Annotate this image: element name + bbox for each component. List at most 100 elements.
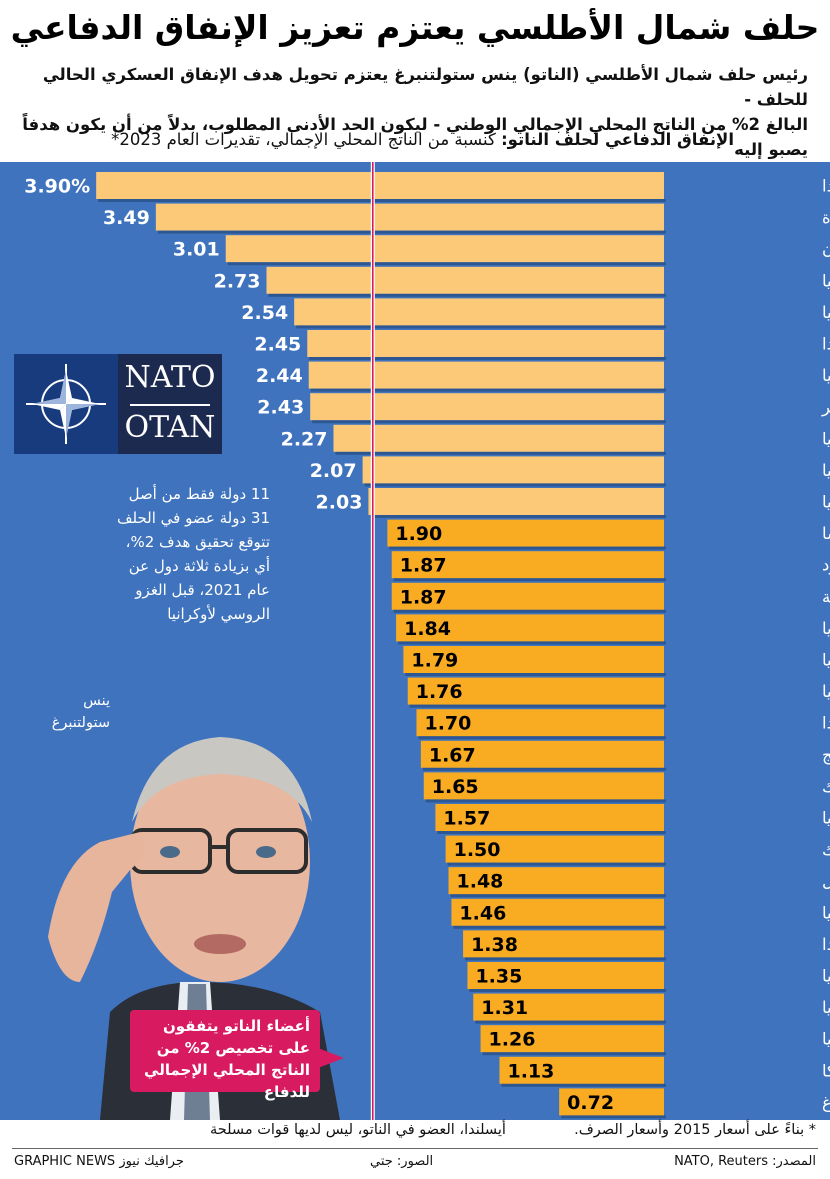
portrait-label: ينس ستولتنبرغ — [51, 693, 110, 731]
bar-shadow-7 — [312, 420, 666, 424]
value-label-28: 1.13 — [507, 1060, 554, 1082]
value-label-29: 0.72 — [567, 1092, 614, 1114]
category-label-9: بريطانيا — [822, 461, 830, 481]
value-label-20: 1.57 — [443, 808, 490, 830]
bar-27 — [480, 1025, 664, 1053]
category-label-1: الولايات المتحدة — [822, 208, 830, 228]
chart-panel: بولندا 3.90% الولايات المتحدة 3.49 اليونان 3.… — [0, 162, 830, 1120]
bar-shadow-5 — [309, 357, 666, 360]
target-note: 11 دولة فقط من أصل 31 دولة عضو في الحلف … — [117, 485, 270, 623]
footer: * بناءً على أسعار 2015 وأسعار الصرف. أيس… — [0, 1120, 830, 1179]
value-label-3: 2.73 — [214, 270, 261, 292]
value-label-0: 3.90% — [24, 176, 90, 198]
category-label-29: لوكسمبورغ — [822, 1093, 830, 1113]
bar-shadow-8 — [335, 451, 666, 455]
value-label-24: 1.38 — [471, 934, 518, 956]
subtitle: رئيس حلف شمال الأطلسي (الناتو) ينس ستولت… — [22, 62, 808, 162]
chart-label-bold: الإنفاق الدفاعي لحلف الناتو: — [501, 130, 734, 149]
bar-shadow-19 — [425, 799, 666, 803]
value-label-12: 1.87 — [400, 555, 447, 577]
bar-20 — [435, 804, 664, 831]
bar-shadow-4 — [296, 325, 666, 329]
bar-11 — [387, 519, 664, 547]
category-label-3: إستونيا — [822, 271, 830, 291]
bar-4 — [294, 298, 664, 326]
bar-shadow-16 — [409, 704, 666, 708]
bar-shadow-21 — [447, 862, 666, 866]
footer-divider — [12, 1148, 818, 1149]
value-label-6: 2.44 — [256, 365, 303, 387]
bar-15 — [403, 646, 664, 673]
bar-26 — [473, 993, 664, 1021]
category-label-6: رومانيا — [822, 366, 830, 386]
bar-0 — [96, 172, 664, 199]
value-label-26: 1.31 — [481, 997, 528, 1019]
category-label-2: اليونان — [822, 240, 830, 260]
bar-shadow-24 — [465, 957, 666, 961]
category-label-19: الدنمارك — [822, 777, 830, 797]
category-label-0: بولندا — [822, 177, 830, 197]
value-label-1: 3.49 — [103, 207, 150, 229]
bar-12 — [391, 551, 664, 579]
category-label-27: إسبانيا — [822, 1030, 830, 1049]
bar-24 — [463, 930, 664, 958]
bar-shadow-10 — [370, 515, 666, 518]
bar-shadow-28 — [501, 1083, 666, 1087]
value-label-9: 2.07 — [310, 460, 357, 482]
value-label-4: 2.54 — [241, 302, 288, 324]
bar-14 — [396, 614, 664, 642]
category-label-10: سلوفاكيا — [822, 493, 830, 513]
bar-shadow-9 — [364, 483, 666, 487]
bar-shadow-25 — [469, 989, 666, 992]
bar-shadow-17 — [418, 736, 666, 740]
nato-divider — [130, 404, 210, 406]
category-label-21: جمهورية التشيك — [822, 840, 830, 860]
bar-25 — [467, 962, 664, 989]
value-label-25: 1.35 — [475, 966, 522, 988]
bar-shadow-27 — [482, 1052, 666, 1056]
value-label-23: 1.46 — [459, 902, 506, 924]
bar-shadow-3 — [268, 293, 666, 297]
bar-7 — [310, 393, 664, 421]
bar-shadow-6 — [310, 388, 666, 392]
category-label-11: فرنسا — [822, 524, 830, 544]
value-label-5: 2.45 — [254, 334, 301, 356]
bar-shadow-2 — [227, 262, 666, 266]
category-label-15: كرواتيا — [822, 651, 830, 671]
nato-logo: NATO OTAN — [14, 354, 222, 454]
bar-13 — [391, 582, 664, 610]
source-credit: المصدر: NATO, Reuters — [674, 1154, 816, 1169]
category-label-12: الجبل الأسود — [822, 555, 830, 576]
header: حلف شمال الأطلسي يعتزم تعزيز الإنفاق الد… — [0, 0, 830, 162]
value-label-13: 1.87 — [400, 586, 447, 608]
nato-compass-icon — [26, 364, 106, 444]
bar-chart: بولندا 3.90% الولايات المتحدة 3.49 اليونان 3.… — [24, 162, 830, 1120]
category-label-16: ألبانيا — [822, 680, 830, 701]
value-label-11: 1.90 — [395, 523, 442, 545]
bar-2 — [225, 235, 664, 263]
bar-3 — [266, 266, 664, 294]
value-label-14: 1.84 — [404, 618, 451, 640]
bar-shadow-18 — [422, 767, 666, 771]
bar-shadow-22 — [450, 894, 666, 898]
value-label-19: 1.65 — [432, 776, 479, 798]
bar-1 — [155, 203, 664, 231]
otan-wordmark: OTAN — [124, 410, 216, 445]
bar-18 — [420, 740, 664, 768]
value-label-22: 1.48 — [457, 871, 504, 893]
category-label-13: مقدونيا الشمالية — [822, 587, 830, 607]
category-label-18: النرويج — [822, 745, 830, 765]
value-label-17: 1.70 — [424, 713, 471, 735]
bar-21 — [445, 835, 664, 863]
category-label-24: كندا — [822, 935, 830, 954]
value-label-18: 1.67 — [429, 744, 476, 766]
category-label-7: المجر — [821, 398, 830, 418]
bar-9 — [362, 456, 664, 484]
value-label-21: 1.50 — [454, 839, 501, 861]
bar-6 — [308, 361, 664, 389]
category-label-8: لاتفيا — [822, 429, 830, 448]
value-label-10: 2.03 — [316, 492, 363, 514]
bar-23 — [451, 898, 664, 926]
bar-17 — [416, 709, 664, 737]
bar-shadow-12 — [393, 578, 666, 582]
